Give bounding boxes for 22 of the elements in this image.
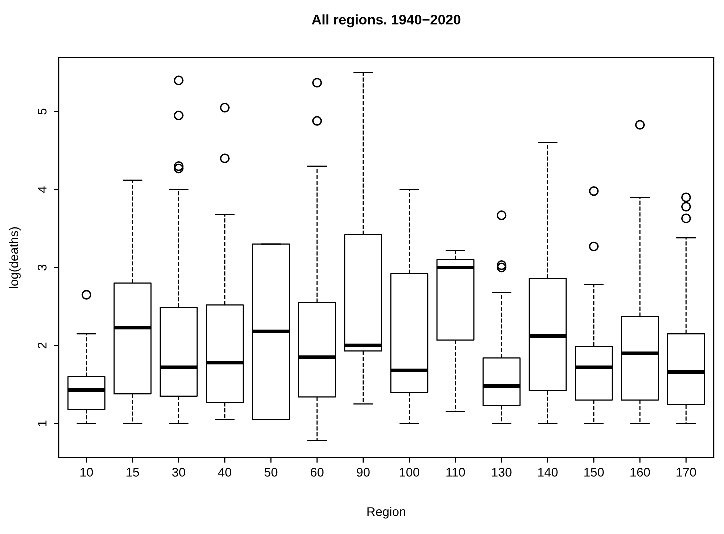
x-tick-label: 140 [538, 468, 558, 477]
chart-title: All regions. 1940−2020 [312, 14, 461, 28]
x-tick-label: 130 [492, 468, 512, 477]
y-tick-label: 2 [38, 342, 47, 349]
x-tick-label: 90 [357, 468, 370, 477]
y-tick-label: 4 [38, 186, 47, 193]
x-tick-label: 110 [446, 468, 466, 477]
x-tick-label: 60 [310, 468, 324, 477]
x-tick-label: 170 [676, 468, 696, 477]
x-tick-label: 40 [218, 468, 232, 477]
x-tick-label: 150 [584, 468, 604, 477]
x-tick-label: 50 [264, 468, 278, 477]
x-tick-label: 100 [400, 468, 420, 477]
y-tick-label: 3 [38, 264, 47, 271]
x-tick-label: 15 [126, 468, 140, 477]
y-tick-label: 5 [38, 108, 47, 115]
y-tick-label: 1 [38, 420, 47, 426]
x-tick-label: 30 [172, 468, 186, 477]
x-tick-label: 160 [630, 468, 650, 477]
x-axis-title: Region [368, 507, 406, 519]
x-tick-label: 10 [80, 468, 94, 477]
y-axis-title: log(deaths) [9, 228, 21, 288]
